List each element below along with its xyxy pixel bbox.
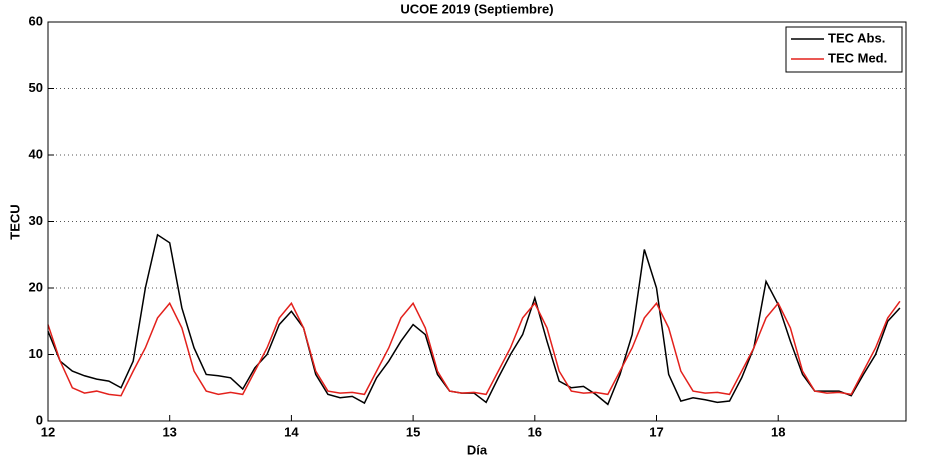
y-tick-label: 50	[29, 80, 43, 95]
x-tick-label: 17	[649, 424, 663, 439]
y-axis-label: TECU	[7, 204, 22, 239]
y-tick-label: 0	[36, 412, 43, 427]
x-tick-label: 14	[284, 424, 299, 439]
y-tick-label: 20	[29, 279, 43, 294]
y-tick-label: 30	[29, 213, 43, 228]
data-line	[47, 233, 901, 406]
plot-frame	[47, 21, 907, 422]
x-tick-label: 16	[528, 424, 542, 439]
y-tick-label: 10	[29, 346, 43, 361]
x-tick-label: 12	[41, 424, 55, 439]
x-tick-label: 18	[771, 424, 785, 439]
legend-box	[785, 26, 903, 73]
legend-label: TEC Abs.	[828, 30, 885, 45]
x-axis-label: Día	[467, 442, 488, 457]
y-tick-label: 60	[29, 13, 43, 28]
chart-title: UCOE 2019 (Septiembre)	[400, 1, 553, 16]
data-line	[47, 300, 901, 397]
x-tick-label: 13	[162, 424, 176, 439]
legend-label: TEC Med.	[828, 50, 887, 65]
x-tick-label: 15	[406, 424, 420, 439]
y-tick-label: 40	[29, 146, 43, 161]
